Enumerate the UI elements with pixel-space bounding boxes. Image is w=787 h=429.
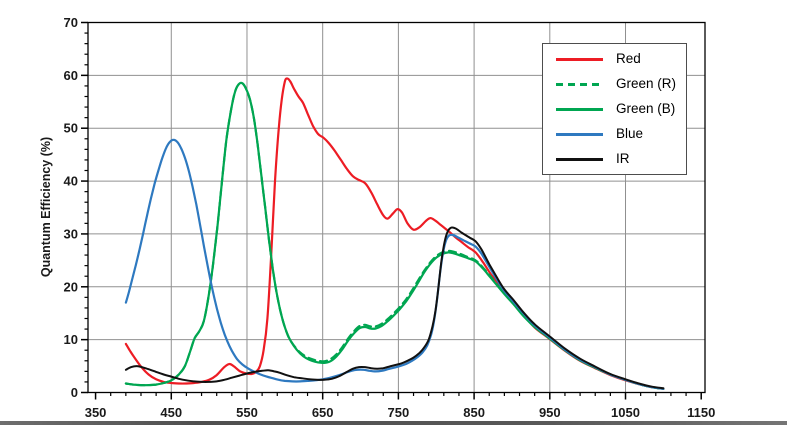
- legend-label-red: Red: [616, 51, 641, 67]
- chart-legend: Red Green (R) Green (B) Blue IR: [542, 43, 687, 175]
- green-b-line-sample: [556, 107, 603, 111]
- svg-text:550: 550: [236, 405, 258, 420]
- legend-label-green-b: Green (B): [616, 101, 676, 117]
- svg-text:1150: 1150: [687, 405, 715, 420]
- svg-text:1050: 1050: [611, 405, 640, 420]
- y-axis-title: Quantum Efficiency (%): [39, 136, 53, 278]
- svg-text:850: 850: [463, 405, 485, 420]
- legend-item-blue: Blue: [543, 122, 686, 147]
- legend-item-green-b: Green (B): [543, 97, 686, 122]
- svg-text:950: 950: [539, 405, 561, 420]
- svg-text:0: 0: [71, 385, 78, 400]
- svg-text:30: 30: [64, 226, 78, 241]
- legend-label-blue: Blue: [616, 126, 644, 142]
- svg-text:10: 10: [64, 332, 78, 347]
- legend-item-red: Red: [543, 47, 686, 72]
- page-divider-bar: [0, 421, 787, 425]
- legend-item-ir: IR: [543, 147, 686, 172]
- ir-line-sample: [556, 157, 603, 161]
- svg-text:50: 50: [64, 121, 78, 136]
- svg-text:750: 750: [388, 405, 410, 420]
- red-line-sample: [556, 57, 603, 61]
- svg-text:450: 450: [160, 405, 182, 420]
- legend-item-green-r: Green (R): [543, 72, 686, 97]
- legend-label-ir: IR: [616, 151, 630, 167]
- svg-text:40: 40: [64, 174, 78, 189]
- svg-text:60: 60: [64, 68, 78, 83]
- svg-text:70: 70: [64, 15, 78, 30]
- svg-text:350: 350: [85, 405, 107, 420]
- blue-line-sample: [556, 132, 603, 136]
- green-r-dashed-line-sample: [556, 82, 603, 86]
- svg-text:20: 20: [64, 279, 78, 294]
- svg-text:650: 650: [312, 405, 334, 420]
- legend-label-green-r: Green (R): [616, 76, 677, 92]
